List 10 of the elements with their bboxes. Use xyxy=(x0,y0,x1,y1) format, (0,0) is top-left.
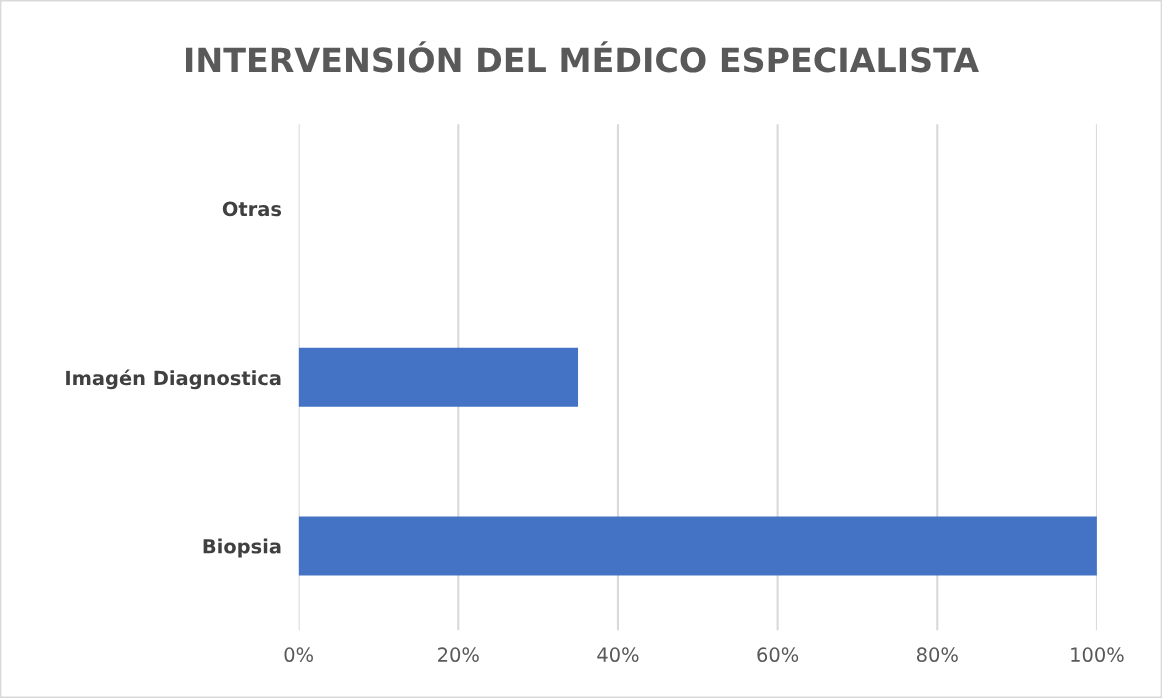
x-tick-label: 40% xyxy=(597,647,639,663)
chart-title: INTERVENSIÓN DEL MÉDICO ESPECIALISTA xyxy=(186,41,979,73)
x-tick-label: 80% xyxy=(916,647,958,663)
y-tick-label: Otras xyxy=(222,201,282,217)
x-tick-label: 0% xyxy=(284,647,313,663)
y-tick-label: Imagén Diagnostica xyxy=(66,369,281,390)
x-tick-label: 100% xyxy=(1071,647,1124,663)
x-tick-label: 60% xyxy=(757,647,799,663)
y-tick-label: Biopsia xyxy=(203,538,281,558)
x-tick-label: 20% xyxy=(438,647,479,663)
